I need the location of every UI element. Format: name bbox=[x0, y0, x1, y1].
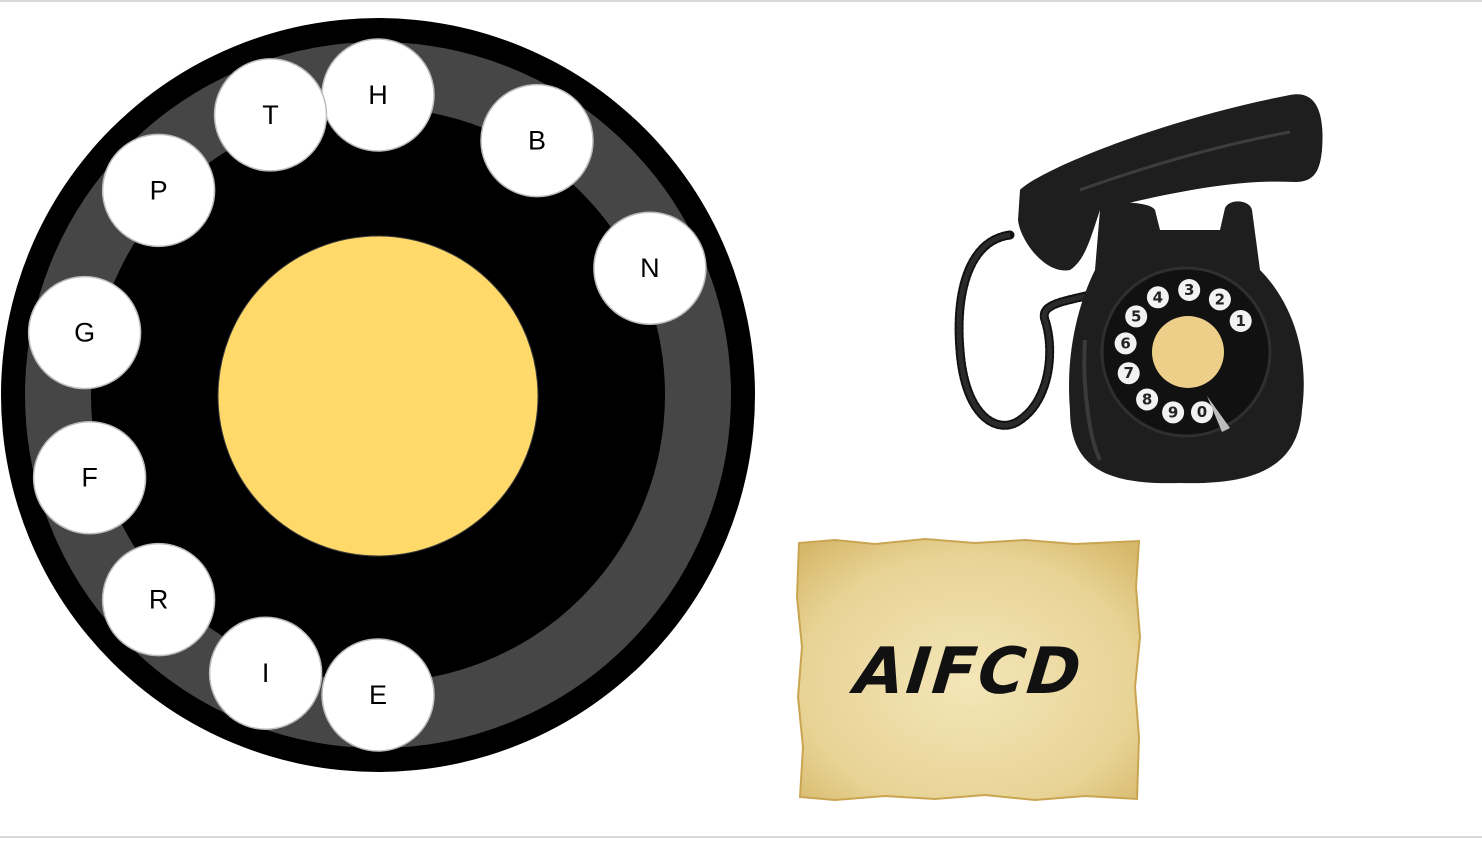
dial-key-r[interactable]: R bbox=[101, 542, 216, 657]
parchment-note: AIFCD bbox=[795, 537, 1143, 803]
dial-key-i[interactable]: I bbox=[208, 616, 323, 730]
dial-center bbox=[217, 235, 539, 557]
bottom-divider bbox=[0, 836, 1482, 838]
phone-dial-digit: 7 bbox=[1123, 364, 1133, 382]
dial-key-circle[interactable] bbox=[480, 83, 594, 198]
dial-key-p[interactable]: P bbox=[101, 133, 216, 248]
parchment-paper bbox=[795, 537, 1142, 802]
phone-dial-digit: 2 bbox=[1215, 290, 1225, 308]
phone-handset-highlight bbox=[1079, 130, 1291, 192]
dial-key-label: H bbox=[368, 80, 388, 110]
phone-dial-digit: 4 bbox=[1153, 288, 1163, 306]
dial-key-label: E bbox=[369, 680, 387, 710]
phone-dial-hole bbox=[1178, 279, 1201, 301]
phone-dial-digit: 6 bbox=[1120, 334, 1130, 352]
phone-dial-digit: 0 bbox=[1197, 403, 1207, 421]
dial-key-label: T bbox=[262, 100, 279, 130]
dial-key-t[interactable]: T bbox=[213, 58, 328, 172]
dial-key-e[interactable]: E bbox=[321, 638, 435, 752]
phone-dial-hole bbox=[1162, 401, 1185, 424]
phone-dial-digit: 9 bbox=[1168, 403, 1178, 421]
dial-key-label: B bbox=[528, 126, 546, 156]
phone-dial-hole bbox=[1114, 332, 1137, 355]
dial-key-circle[interactable] bbox=[101, 133, 216, 248]
rotary-dial: H B N E I R F G P T bbox=[1, 18, 755, 772]
phone-dial-hole bbox=[1146, 286, 1169, 309]
dial-key-n[interactable]: N bbox=[593, 211, 707, 325]
phone-base-highlight bbox=[1082, 339, 1102, 461]
phone-dial-hole bbox=[1229, 310, 1252, 332]
phone-handset bbox=[1018, 94, 1323, 271]
dial-key-circle[interactable] bbox=[208, 616, 323, 730]
dial-key-label: R bbox=[149, 585, 169, 615]
dial-key-label: F bbox=[81, 463, 98, 493]
phone-finger-stop bbox=[1207, 396, 1230, 432]
dial-key-circle[interactable] bbox=[593, 211, 707, 325]
dial-key-label: G bbox=[74, 318, 95, 348]
phone-dial-hole bbox=[1208, 288, 1231, 311]
phone-dial-hole bbox=[1191, 401, 1213, 424]
dial-key-circle[interactable] bbox=[321, 638, 435, 752]
phone-dial-hole bbox=[1117, 362, 1140, 385]
dial-key-label: I bbox=[262, 658, 270, 688]
dial-key-label: N bbox=[640, 253, 660, 283]
top-divider bbox=[0, 0, 1482, 2]
dial-key-g[interactable]: G bbox=[27, 275, 142, 390]
phone-dial-digit: 1 bbox=[1235, 312, 1245, 330]
dial-key-circle[interactable] bbox=[27, 275, 142, 390]
dial-key-label: P bbox=[150, 175, 168, 205]
dial-key-circle[interactable] bbox=[213, 58, 328, 172]
dial-key-b[interactable]: B bbox=[480, 83, 594, 198]
phone-dial-digit: 5 bbox=[1131, 307, 1141, 325]
phone-dial-hole bbox=[1136, 388, 1159, 411]
phone-dial-digit: 8 bbox=[1142, 391, 1152, 409]
note-code: AIFCD bbox=[851, 635, 1087, 709]
dial-key-circle[interactable] bbox=[101, 542, 216, 657]
dial-key-f[interactable]: F bbox=[32, 420, 147, 535]
dial-key-circle[interactable] bbox=[32, 420, 147, 535]
phone-dial-center bbox=[1152, 316, 1224, 388]
phone-dial-digit: 3 bbox=[1184, 281, 1194, 299]
phone-dial-hole bbox=[1125, 305, 1148, 328]
dial-key-h[interactable]: H bbox=[321, 38, 435, 152]
phone-cord-inner bbox=[956, 232, 1091, 428]
